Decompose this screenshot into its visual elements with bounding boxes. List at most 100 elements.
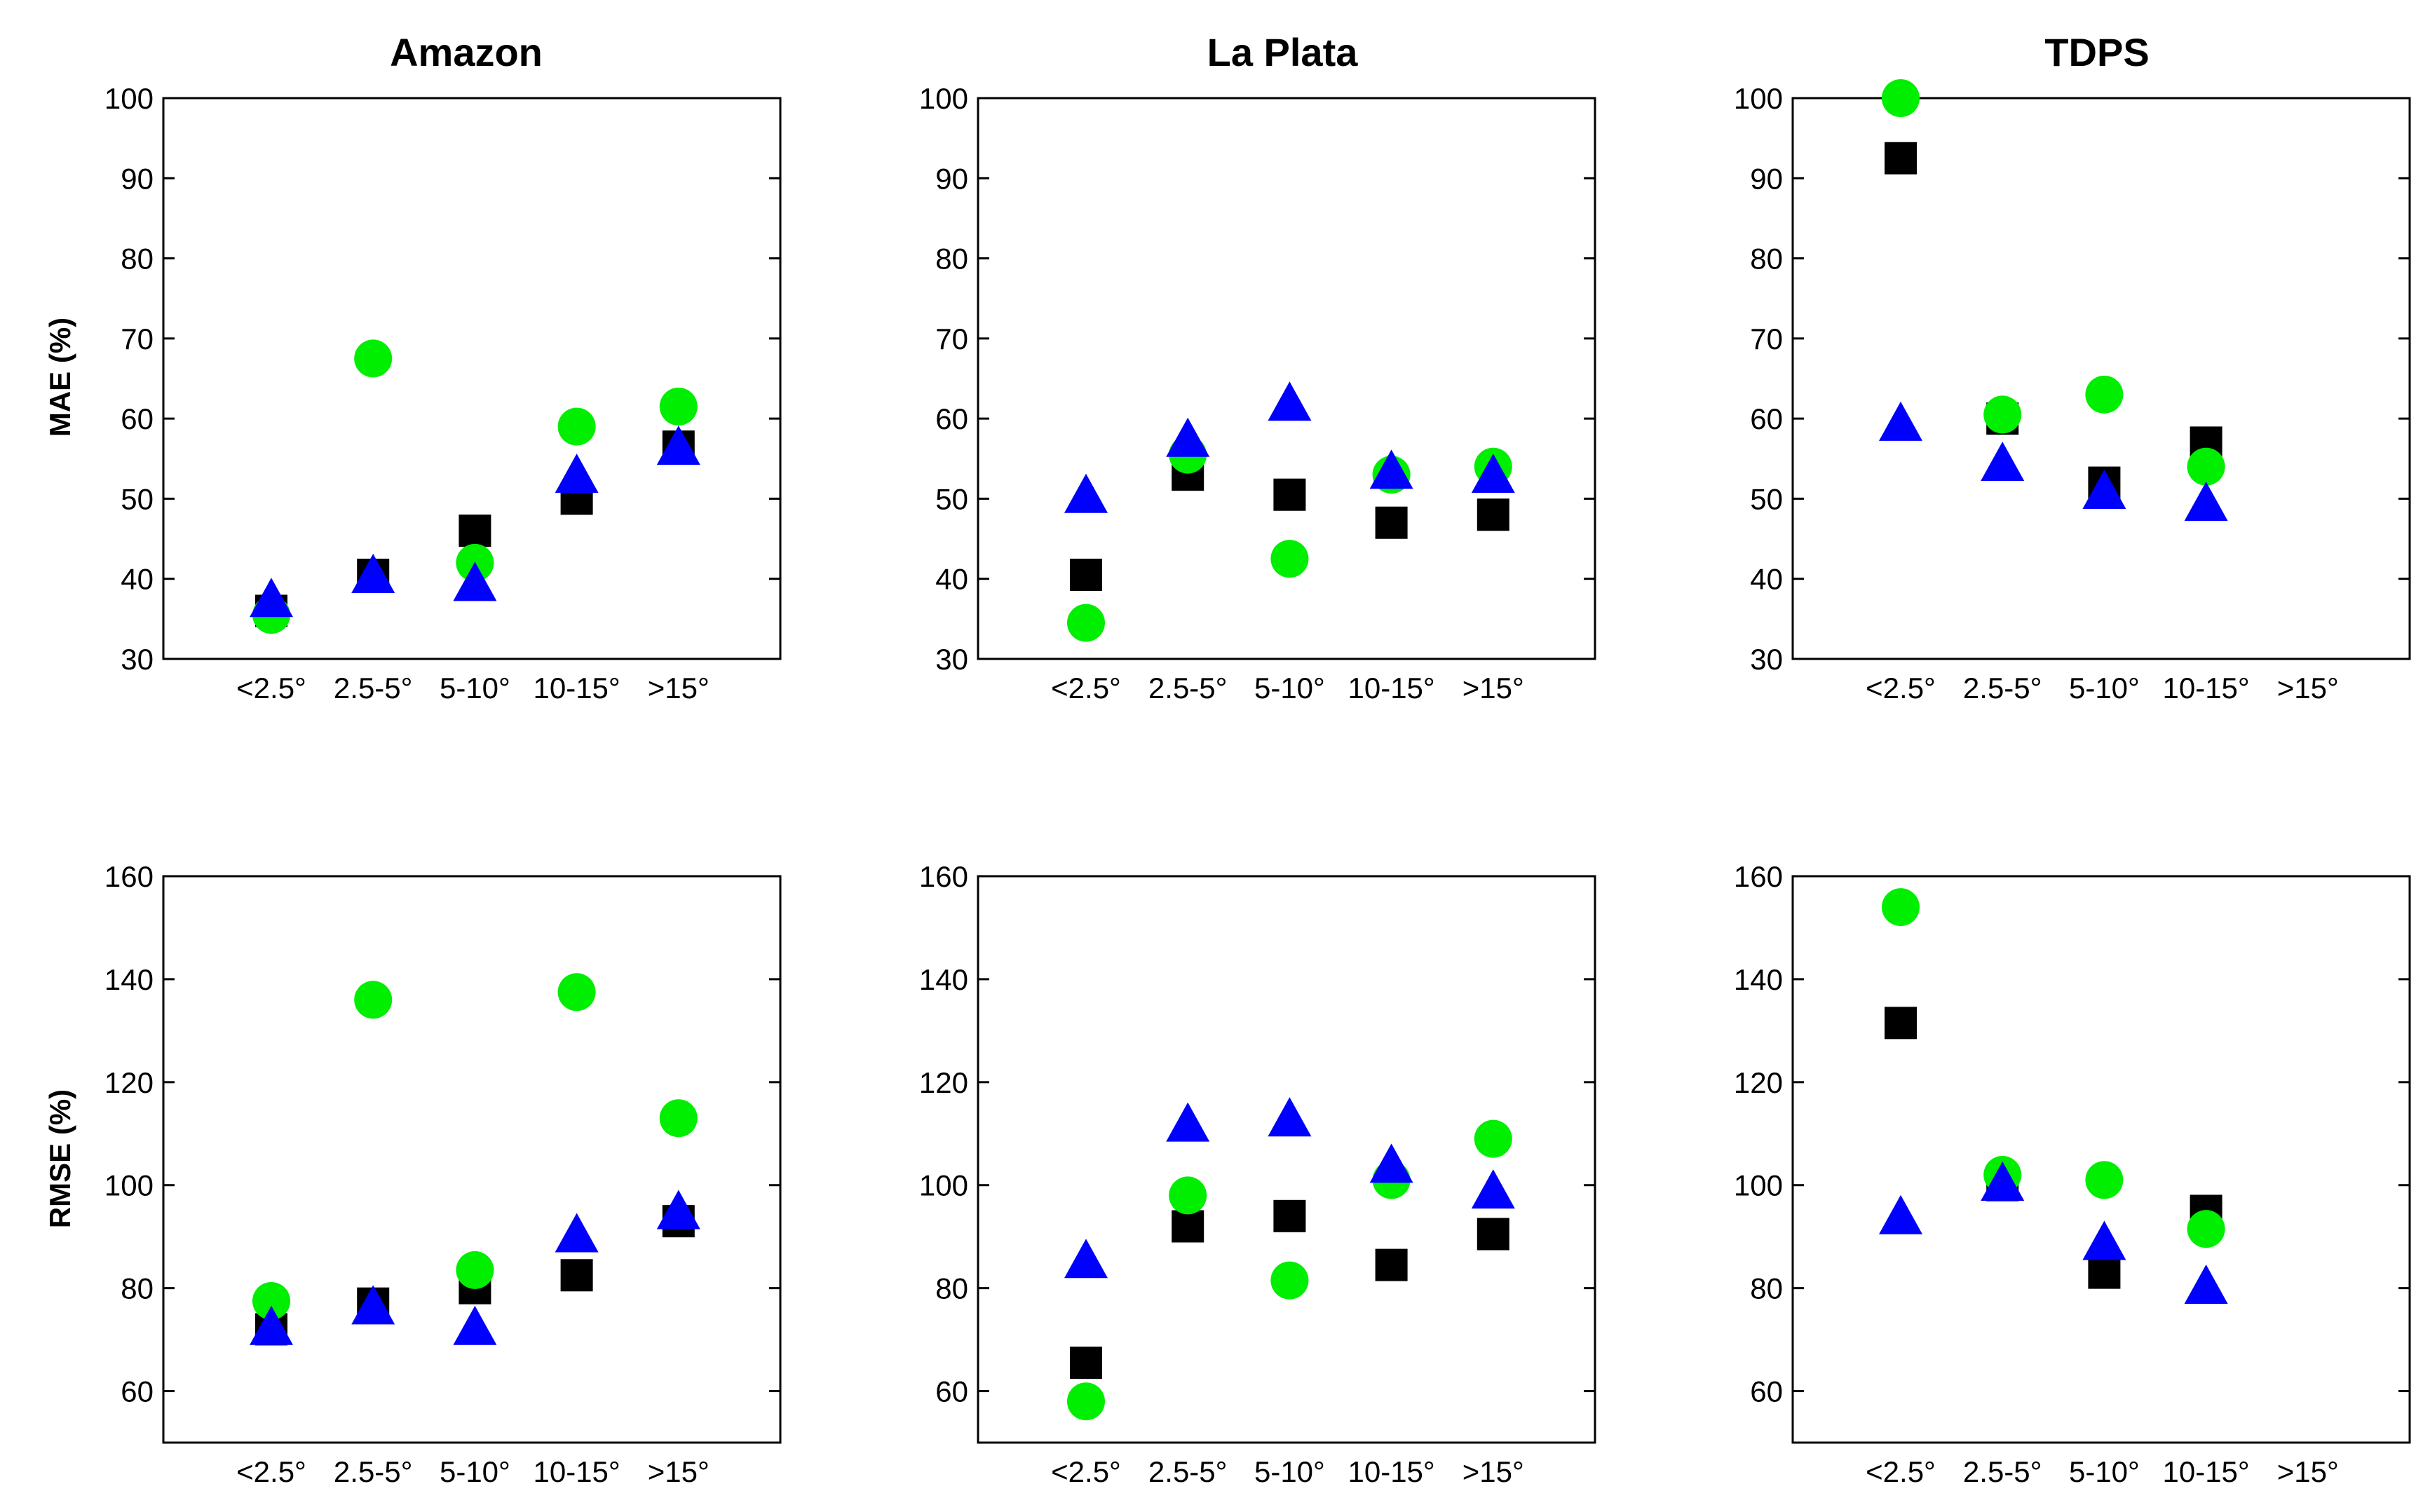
data-point-triangle: [1064, 473, 1108, 513]
x-tick-label: <2.5°: [1051, 1455, 1121, 1488]
data-marks: [1064, 1097, 1515, 1421]
data-point-square: [1477, 498, 1509, 531]
y-tick-label: 120: [1734, 1066, 1783, 1099]
x-tick-label: 10-15°: [533, 672, 620, 704]
data-point-square: [1070, 1347, 1102, 1380]
y-tick-label: 120: [104, 1066, 154, 1099]
y-tick-label: 120: [919, 1066, 968, 1099]
x-tick-label: >15°: [2277, 1455, 2339, 1488]
data-point-circle: [1270, 1261, 1309, 1300]
axes-box: [1791, 875, 2411, 1444]
data-point-circle: [2187, 447, 2225, 486]
data-point-circle: [2085, 375, 2124, 414]
data-point-circle: [659, 388, 698, 425]
data-point-triangle: [656, 1190, 700, 1230]
y-tick-label: 40: [935, 563, 968, 596]
data-point-triangle: [351, 554, 395, 593]
data-point-triangle: [1471, 454, 1515, 493]
y-tick-label: 60: [121, 1375, 154, 1408]
y-ticks: 30 40 50 60 70 80 90 100: [919, 82, 1595, 676]
data-point-circle: [1169, 1176, 1207, 1215]
y-tick-label: 30: [1750, 643, 1783, 676]
x-tick-label: >15°: [648, 672, 710, 704]
y-tick-label: 40: [121, 563, 154, 596]
y-tick-label: 60: [121, 402, 154, 435]
y-tick-label: 50: [1750, 482, 1783, 515]
data-point-triangle: [2082, 1220, 2126, 1260]
panel-title: TDPS: [2044, 30, 2149, 74]
data-point-triangle: [555, 454, 599, 493]
data-point-triangle: [453, 561, 497, 601]
x-tick-label: >15°: [648, 1455, 710, 1488]
y-tick-label: 80: [121, 243, 154, 275]
data-point-circle: [1067, 604, 1105, 642]
panel-amazon-mae: Amazon MAE (%) 30 40 50 60 70 80 90 100 <2.5° 2.…: [43, 30, 782, 704]
data-point-square: [1273, 478, 1306, 511]
data-point-circle: [456, 1251, 494, 1289]
data-point-circle: [252, 1282, 290, 1320]
x-tick-label: 2.5-5°: [1963, 1455, 2042, 1488]
data-point-square: [1375, 1248, 1408, 1281]
y-tick-label: 60: [1750, 402, 1783, 435]
y-ticks: 60 80 100 120 140 160: [919, 860, 1595, 1408]
y-tick-label: 30: [935, 643, 968, 676]
data-point-square: [1172, 1210, 1204, 1243]
panel-tdps-mae: TDPS 30 40 50 60 70 80 90 100 <2.5° 2.5-5° 5-10° 1…: [1734, 30, 2411, 704]
data-point-triangle: [1064, 1239, 1108, 1279]
y-tick-label: 100: [919, 82, 968, 115]
x-tick-label: 5-10°: [440, 672, 510, 704]
panel-title: Amazon: [390, 30, 543, 74]
x-tick-label: 10-15°: [1348, 1455, 1434, 1488]
y-ticks: 60 80 100 120 140 160: [1734, 860, 2410, 1408]
data-point-triangle: [1471, 1169, 1515, 1209]
y-tick-label: 70: [121, 322, 154, 355]
data-point-circle: [1474, 1119, 1512, 1158]
data-point-circle: [1067, 1382, 1105, 1421]
x-tick-label: 2.5-5°: [334, 672, 413, 704]
data-point-triangle: [453, 1305, 497, 1345]
y-tick-label: 80: [935, 243, 968, 275]
data-marks: [1064, 381, 1515, 642]
x-tick-label: <2.5°: [1051, 672, 1121, 704]
x-ticks: <2.5° 2.5-5° 5-10° 10-15° >15°: [236, 1455, 710, 1488]
y-tick-label: 100: [104, 82, 154, 115]
data-point-circle: [557, 973, 596, 1012]
data-marks: [1879, 79, 2228, 522]
x-tick-label: <2.5°: [236, 1455, 306, 1488]
y-tick-label: 100: [1734, 82, 1783, 115]
y-axis-label: MAE (%): [43, 318, 76, 437]
y-ticks: 60 80 100 120 140 160: [104, 860, 780, 1408]
x-ticks: <2.5° 2.5-5° 5-10° 10-15° >15°: [1866, 672, 2339, 704]
x-ticks: <2.5° 2.5-5° 5-10° 10-15° >15°: [236, 672, 710, 704]
x-tick-label: <2.5°: [236, 672, 306, 704]
y-tick-label: 70: [1750, 322, 1783, 355]
x-tick-label: >15°: [1462, 1455, 1524, 1488]
y-axis-label: RMSE (%): [43, 1089, 76, 1228]
data-point-circle: [354, 339, 393, 378]
data-point-triangle: [2184, 1264, 2228, 1304]
x-ticks: <2.5° 2.5-5° 5-10° 10-15° >15°: [1051, 672, 1524, 704]
y-tick-label: 80: [1750, 1272, 1783, 1305]
data-point-triangle: [656, 425, 700, 465]
data-point-triangle: [351, 1285, 395, 1325]
x-tick-label: 2.5-5°: [1148, 672, 1228, 704]
x-tick-label: 5-10°: [2069, 672, 2140, 704]
y-tick-label: 60: [1750, 1375, 1783, 1408]
x-tick-label: >15°: [1462, 672, 1524, 704]
panel-tdps-rmse: 60 80 100 120 140 160 <2.5° 2.5-5° 5-10° 10-15° >…: [1734, 860, 2411, 1488]
data-point-square: [560, 1259, 593, 1292]
data-point-triangle: [1981, 1162, 2025, 1201]
data-point-circle: [557, 407, 596, 446]
panel-title: La Plata: [1207, 30, 1359, 74]
data-point-triangle: [250, 578, 293, 618]
data-point-circle: [1882, 888, 1920, 927]
y-tick-label: 140: [104, 963, 154, 996]
data-point-triangle: [1166, 417, 1210, 457]
data-point-triangle: [1369, 1143, 1413, 1183]
data-marks: [250, 973, 700, 1346]
x-tick-label: 5-10°: [1254, 1455, 1325, 1488]
data-marks: [1879, 888, 2228, 1304]
y-tick-label: 140: [1734, 963, 1783, 996]
axes-box: [162, 875, 782, 1444]
